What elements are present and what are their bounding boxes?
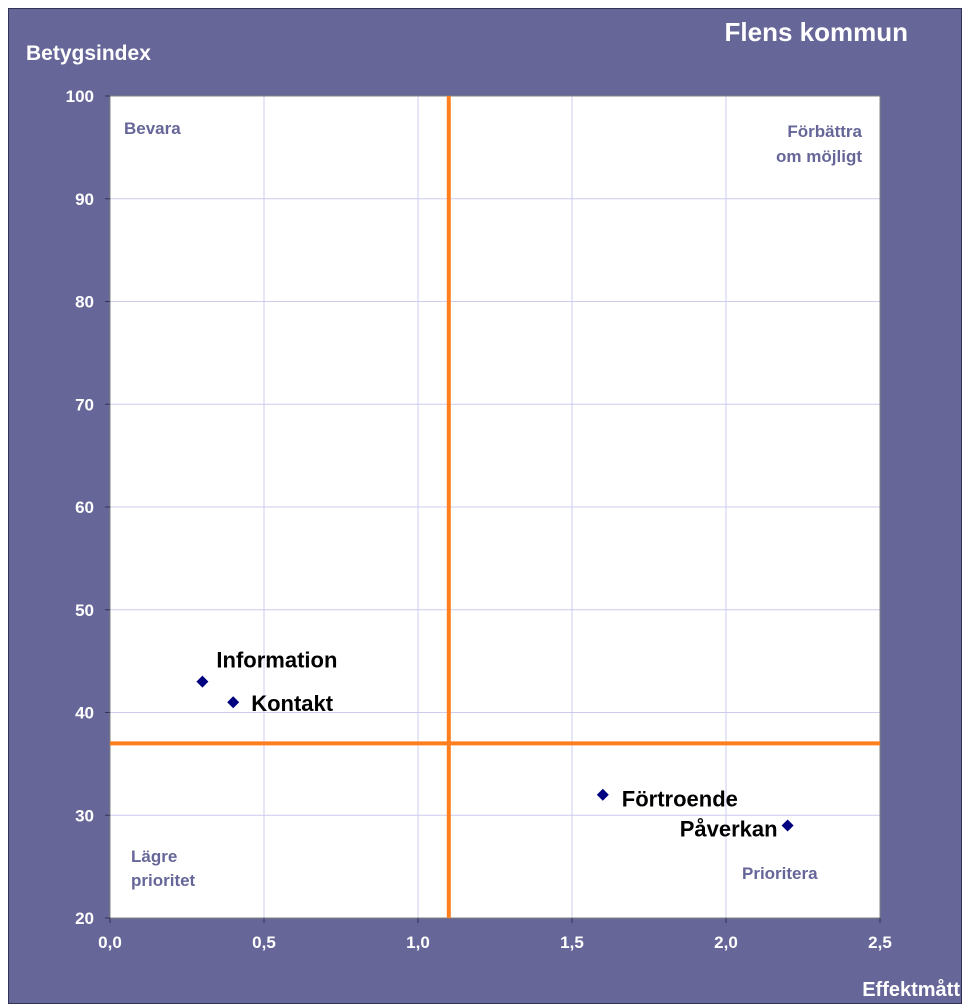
y-axis-label: Betygsindex — [26, 42, 151, 65]
chart-title: Flens kommun — [725, 17, 908, 47]
x-tick-label: 2,0 — [714, 933, 738, 952]
y-tick-label: 80 — [75, 293, 94, 312]
quadrant-label-om-mojligt: om möjligt — [776, 147, 862, 166]
data-point-label: Information — [216, 648, 337, 673]
quadrant-label-prioritera: Prioritera — [742, 864, 818, 883]
x-tick-label: 0,5 — [252, 933, 276, 952]
data-point-label: Påverkan — [680, 817, 778, 842]
quadrant-label-lagre: Lägre — [131, 847, 177, 866]
quadrant-label-prioritet: prioritet — [131, 871, 196, 890]
y-tick-label: 90 — [75, 190, 94, 209]
data-point-marker — [196, 675, 209, 688]
x-axis-label: Effektmått — [862, 978, 960, 1001]
y-tick-label: 50 — [75, 601, 94, 620]
data-points: Information Kontakt Förtroende Påverkan — [196, 648, 794, 842]
x-tick-label: 0,0 — [98, 933, 122, 952]
grid-lines — [109, 95, 881, 919]
data-point-label: Kontakt — [251, 691, 334, 716]
x-tick-label: 1,0 — [406, 933, 430, 952]
y-tick-label: 30 — [75, 806, 94, 825]
reference-lines — [110, 96, 880, 918]
x-tick-label: 1,5 — [560, 933, 584, 952]
data-point-label: Förtroende — [622, 787, 738, 812]
x-tick-label: 2,5 — [868, 933, 892, 952]
quadrant-label-forbattra: Förbättra — [787, 122, 862, 141]
y-tick-label: 40 — [75, 704, 94, 723]
y-tick-label: 100 — [66, 87, 94, 106]
data-point-marker — [781, 819, 794, 832]
y-tick-label: 20 — [75, 909, 94, 928]
axis-ticks: 0,0 0,5 1,0 1,5 2,0 2,5 20 30 40 50 60 70 80 90 100 — [66, 87, 892, 952]
quadrant-label-bevara: Bevara — [124, 119, 181, 138]
y-tick-label: 70 — [75, 395, 94, 414]
y-tick-label: 60 — [75, 498, 94, 517]
data-point-marker — [227, 696, 240, 709]
data-point-marker — [596, 788, 609, 801]
